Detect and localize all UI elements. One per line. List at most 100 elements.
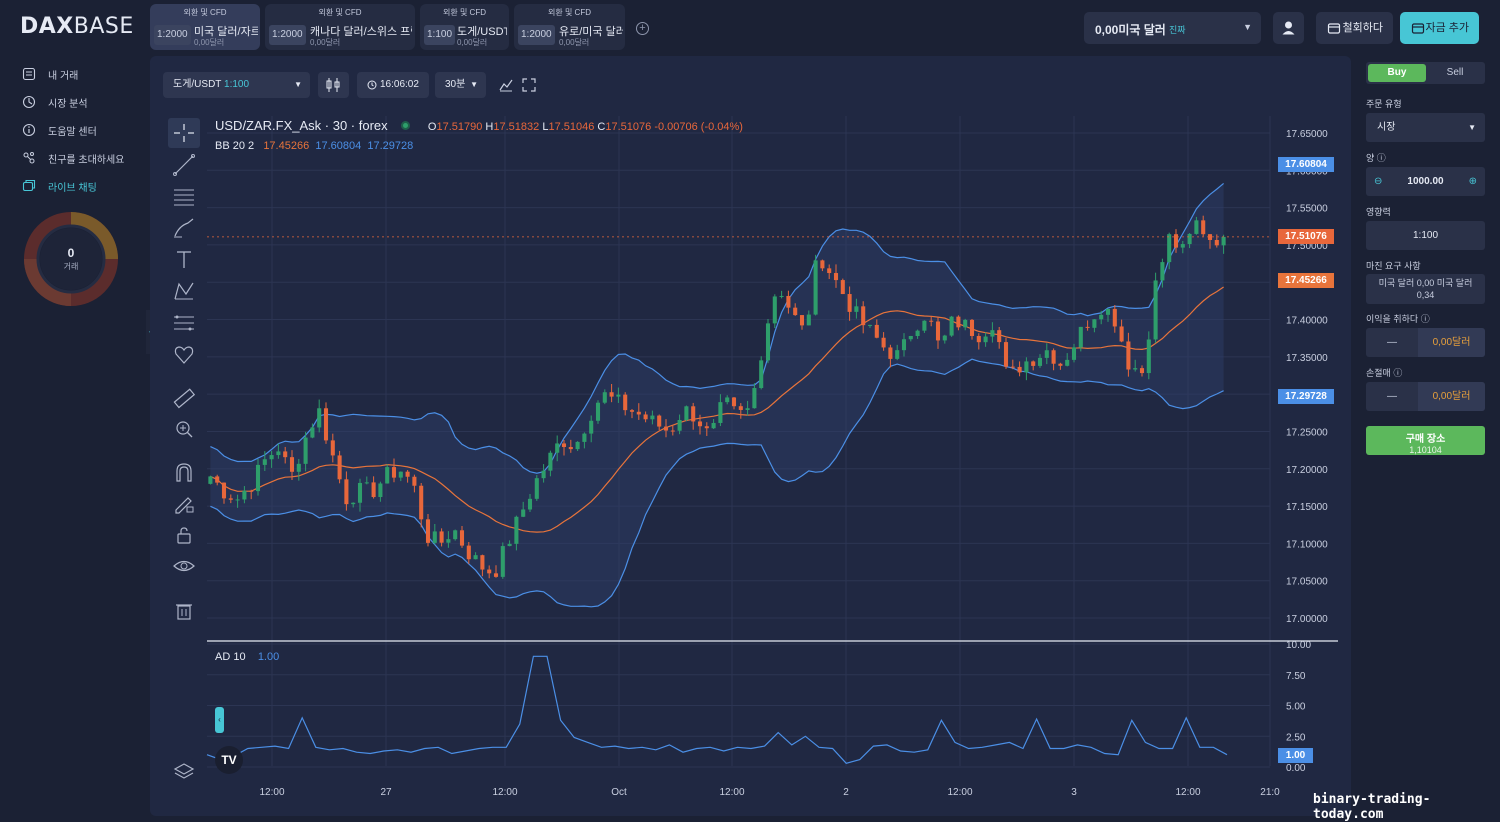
candle bbox=[677, 419, 682, 431]
take-profit-field[interactable]: — 0,00달러 bbox=[1366, 328, 1485, 357]
deposit-button[interactable]: 자금 추가 bbox=[1400, 12, 1479, 44]
indicators-button[interactable] bbox=[318, 72, 349, 98]
low-label: L bbox=[542, 121, 549, 133]
candle bbox=[623, 394, 628, 411]
candle bbox=[670, 430, 675, 432]
favorites-tool[interactable] bbox=[168, 339, 200, 369]
lock-icon bbox=[177, 527, 191, 544]
buy-tab[interactable]: Buy bbox=[1368, 64, 1426, 82]
prediction-tool[interactable] bbox=[168, 308, 200, 338]
sidebar-item-trades[interactable]: 내 거래 bbox=[22, 60, 124, 88]
info-icon: ⓘ bbox=[1420, 314, 1430, 324]
take-profit-value[interactable]: 0,00달러 bbox=[1418, 328, 1485, 357]
logo[interactable]: DAXBASE bbox=[20, 14, 134, 39]
bb-lower-tag: 17.29728 bbox=[1278, 389, 1334, 404]
zoom-tool[interactable] bbox=[168, 414, 200, 444]
toggle-minus-icon[interactable]: — bbox=[1387, 391, 1397, 402]
x-axis-label: Oct bbox=[611, 787, 627, 798]
fib-tool[interactable] bbox=[168, 181, 200, 211]
candle bbox=[779, 295, 784, 297]
y-axis-label: 17.40000 bbox=[1286, 316, 1328, 327]
trend-line-icon bbox=[173, 154, 195, 176]
amount-value[interactable]: 1000.00 bbox=[1407, 176, 1444, 187]
ad-legend: AD 10 1.00 bbox=[215, 651, 279, 663]
candle bbox=[378, 483, 383, 498]
measure-tool[interactable] bbox=[168, 383, 200, 413]
price-chart[interactable]: 17.6500017.6000017.5500017.5000017.45000… bbox=[150, 56, 1351, 816]
tradingview-logo[interactable]: TV bbox=[215, 746, 243, 774]
candle bbox=[344, 479, 349, 505]
account-selector[interactable]: 0,00미국 달러 진짜 ▼ bbox=[1084, 12, 1261, 44]
draw-mode-tool[interactable] bbox=[168, 488, 200, 518]
ohlc-values: O17.51790 H17.51832 L17.51046 C17.51076 … bbox=[428, 121, 743, 133]
sidebar-item-label: 내 거래 bbox=[48, 70, 79, 82]
lock-tool[interactable] bbox=[168, 520, 200, 550]
low-value: 17.51046 bbox=[548, 121, 595, 133]
bollinger-lower-line bbox=[210, 358, 1224, 608]
tab-category: 외환 및 CFD bbox=[443, 8, 486, 17]
fullscreen-icon[interactable] bbox=[522, 78, 536, 92]
text-tool[interactable] bbox=[168, 244, 200, 274]
instrument-tab[interactable]: 외환 및 CFD 1:2000 캐나다 달러/스위스 프랑 0,00달러 bbox=[265, 4, 415, 50]
instrument-tab[interactable]: 외환 및 CFD 1:2000 유로/미국 달러 0,00달러 bbox=[514, 4, 625, 50]
ad-axis-label: 10.00 bbox=[1286, 640, 1311, 651]
sidebar-item-invite[interactable]: 친구를 초대하세요 bbox=[22, 144, 124, 172]
chart-panel bbox=[150, 56, 1351, 816]
sidebar-item-analysis[interactable]: 시장 분석 bbox=[22, 88, 124, 116]
stop-loss-value[interactable]: 0,00달러 bbox=[1418, 382, 1485, 411]
high-label: H bbox=[485, 121, 494, 133]
bb-mid-value: 17.45266 bbox=[263, 140, 310, 152]
order-type-select[interactable]: 시장 ▼ bbox=[1366, 113, 1485, 142]
sell-tab[interactable]: Sell bbox=[1446, 67, 1464, 78]
candle bbox=[276, 451, 281, 456]
stop-loss-field[interactable]: — 0,00달러 bbox=[1366, 382, 1485, 411]
plus-icon[interactable]: ⊕ bbox=[1468, 176, 1477, 187]
candle bbox=[534, 478, 539, 499]
sidebar-item-live-chat[interactable]: 라이브 채팅 bbox=[22, 172, 124, 200]
pane-toggle-button[interactable]: ‹ bbox=[215, 707, 224, 733]
visibility-tool[interactable] bbox=[168, 551, 200, 581]
candle bbox=[323, 408, 329, 441]
instrument-tab[interactable]: 외환 및 CFD 1:100 도게/USDT 0,00달러 bbox=[420, 4, 509, 50]
tab-name: 도게/USDT bbox=[457, 26, 507, 38]
ad-tag: 1.00 bbox=[1278, 748, 1313, 763]
candle bbox=[752, 388, 757, 409]
minus-icon[interactable]: ⊖ bbox=[1374, 176, 1383, 187]
buy-button-label: 구매 장소 bbox=[1405, 434, 1446, 445]
chart-type-icon[interactable] bbox=[499, 78, 513, 92]
crosshair-tool[interactable] bbox=[168, 118, 200, 148]
candle bbox=[527, 498, 533, 510]
horizontal-lines-icon bbox=[174, 189, 194, 206]
withdraw-button[interactable]: 철회하다 bbox=[1316, 12, 1393, 44]
candle bbox=[765, 323, 771, 361]
candle bbox=[704, 426, 709, 429]
candle bbox=[861, 306, 866, 326]
symbol-selector[interactable]: 도게/USDT 1:100 ▼ bbox=[163, 72, 310, 98]
layers-icon bbox=[173, 763, 195, 779]
instrument-tab[interactable]: 외환 및 CFD 1:2000 미국 달러/자르 0,00달러 bbox=[150, 4, 260, 50]
leverage-selector[interactable]: 1:100 bbox=[1366, 221, 1485, 250]
layers-tool[interactable] bbox=[168, 756, 200, 786]
magnet-tool[interactable] bbox=[168, 457, 200, 487]
chat-icon bbox=[22, 179, 36, 192]
candle bbox=[820, 260, 825, 269]
trades-icon bbox=[22, 67, 36, 81]
brush-tool[interactable] bbox=[168, 213, 200, 243]
take-profit-label-row: 이익을 취하다 ⓘ bbox=[1366, 312, 1430, 325]
tab-name: 미국 달러/자르 bbox=[194, 26, 258, 38]
place-buy-button[interactable]: 구매 장소 1,10104 bbox=[1366, 426, 1485, 455]
candle bbox=[500, 546, 505, 577]
ad-value: 1.00 bbox=[257, 651, 280, 663]
toggle-minus-icon[interactable]: — bbox=[1387, 337, 1397, 348]
interval-selector[interactable]: 30분 ▼ bbox=[435, 72, 486, 98]
add-tab-icon[interactable]: + bbox=[636, 22, 649, 35]
candle bbox=[1085, 326, 1090, 328]
candle bbox=[215, 476, 220, 483]
trend-line-tool[interactable] bbox=[168, 150, 200, 180]
sidebar-item-help[interactable]: 도움말 센터 bbox=[22, 116, 124, 144]
buy-button-price: 1,10104 bbox=[1409, 445, 1442, 455]
pattern-tool[interactable] bbox=[168, 276, 200, 306]
delete-tool[interactable] bbox=[168, 595, 200, 625]
candle bbox=[480, 555, 485, 570]
user-button[interactable] bbox=[1273, 12, 1304, 44]
